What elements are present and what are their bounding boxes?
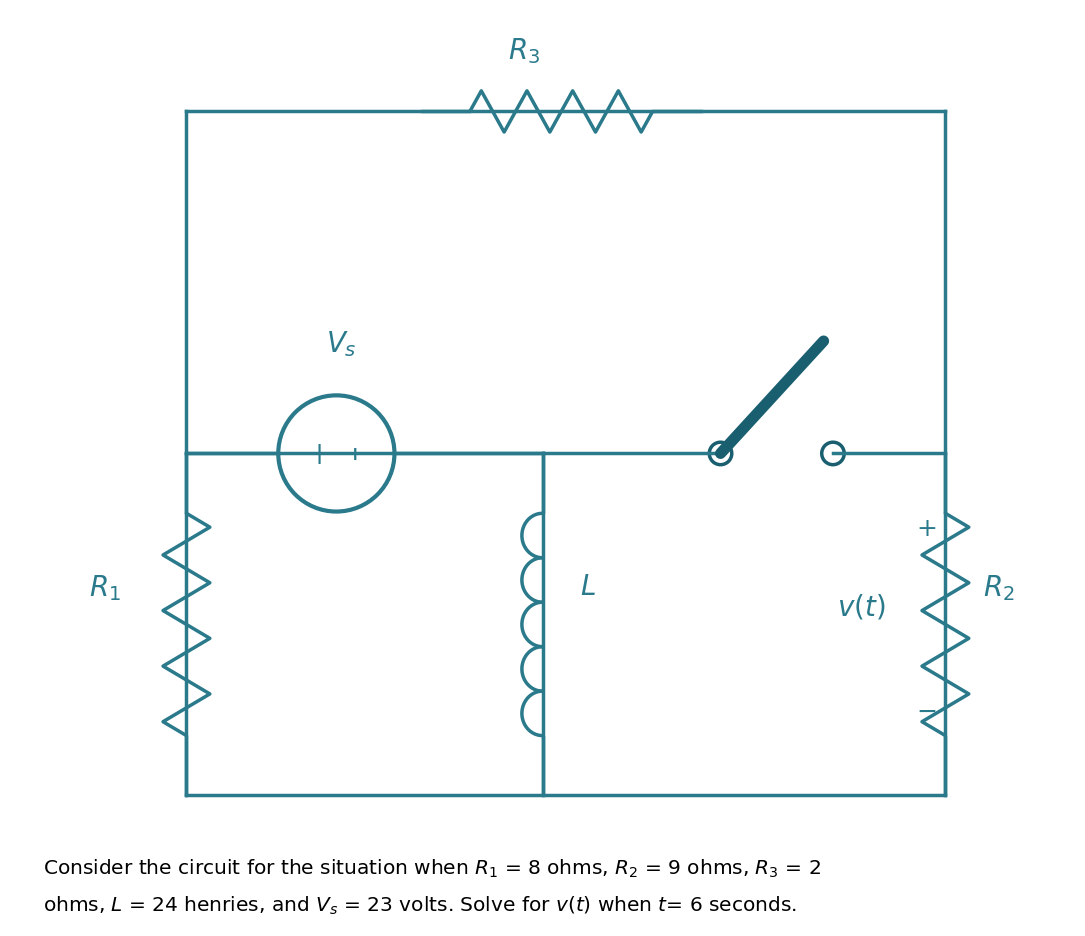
Text: Consider the circuit for the situation when $R_1$ = 8 ohms, $R_2$ = 9 ohms, $R_3: Consider the circuit for the situation w…	[43, 856, 821, 879]
Text: $L$: $L$	[580, 574, 596, 601]
Text: $v(t)$: $v(t)$	[837, 592, 885, 621]
Text: +: +	[916, 517, 937, 541]
Text: |: |	[316, 444, 323, 464]
Text: $V_s$: $V_s$	[326, 329, 356, 358]
Text: $R_1$: $R_1$	[89, 573, 120, 602]
Circle shape	[821, 443, 844, 465]
Text: ohms, $L$ = 24 henries, and $V_s$ = 23 volts. Solve for $v(t)$ when $t$= 6 secon: ohms, $L$ = 24 henries, and $V_s$ = 23 v…	[43, 894, 797, 916]
Circle shape	[710, 443, 731, 465]
Text: −: −	[916, 699, 937, 724]
Text: +: +	[347, 445, 363, 463]
Text: $R_3$: $R_3$	[508, 36, 540, 66]
Text: $R_2$: $R_2$	[983, 573, 1014, 602]
